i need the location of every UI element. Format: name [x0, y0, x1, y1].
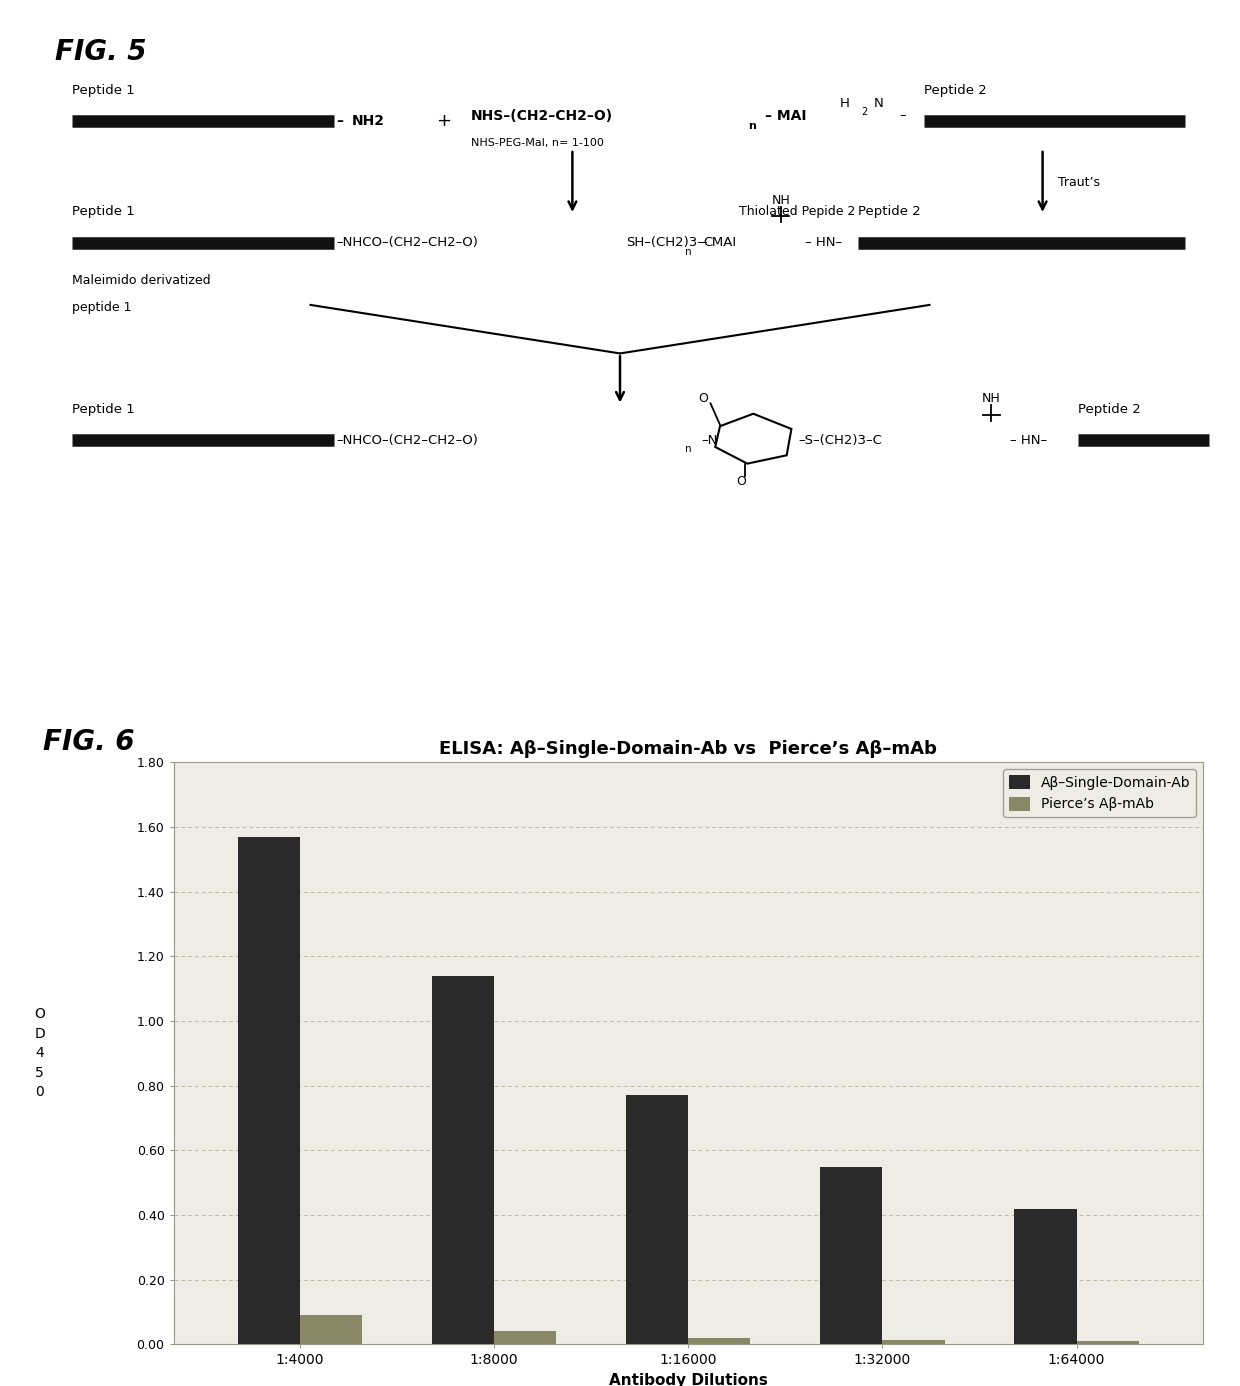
Bar	[494, 1332, 557, 1344]
Bar	[1014, 1209, 1076, 1344]
Text: Traut’s: Traut’s	[1058, 176, 1100, 188]
Text: Peptide 2: Peptide 2	[924, 85, 986, 97]
Text: –: –	[337, 114, 343, 129]
Text: 2: 2	[862, 107, 868, 118]
Text: NHS-PEG-Mal, n= 1-100: NHS-PEG-Mal, n= 1-100	[471, 139, 604, 148]
Bar	[1076, 1342, 1138, 1344]
Text: Peptide 1: Peptide 1	[72, 205, 135, 219]
Text: O: O	[698, 392, 708, 405]
Text: – MAI: – MAI	[765, 108, 807, 123]
Text: n: n	[686, 247, 692, 256]
Bar	[300, 1315, 362, 1344]
Bar	[883, 1339, 945, 1344]
Text: n: n	[686, 444, 692, 455]
Text: –NHCO–(CH2–CH2–O): –NHCO–(CH2–CH2–O)	[337, 236, 479, 249]
Text: n: n	[749, 121, 756, 132]
Text: SH–(CH2)3–C: SH–(CH2)3–C	[626, 236, 713, 249]
Text: NHS–(CH2–CH2–O): NHS–(CH2–CH2–O)	[471, 108, 614, 123]
Bar	[688, 1337, 750, 1344]
Text: –N: –N	[701, 434, 717, 446]
Text: N: N	[873, 97, 883, 111]
Text: FIG. 5: FIG. 5	[55, 39, 146, 67]
Text: –NHCO–(CH2–CH2–O): –NHCO–(CH2–CH2–O)	[337, 434, 479, 446]
Bar	[238, 837, 300, 1344]
Bar	[432, 976, 494, 1344]
Text: Peptide 2: Peptide 2	[1079, 403, 1141, 416]
Text: NH: NH	[982, 392, 1001, 405]
Title: ELISA: Aβ–Single-Domain-Ab vs  Pierce’s Aβ–mAb: ELISA: Aβ–Single-Domain-Ab vs Pierce’s A…	[439, 740, 937, 758]
Text: Peptide 1: Peptide 1	[72, 403, 135, 416]
Text: H: H	[841, 97, 851, 111]
Legend: Aβ–Single-Domain-Ab, Pierce’s Aβ-mAb: Aβ–Single-Domain-Ab, Pierce’s Aβ-mAb	[1003, 769, 1195, 816]
Text: peptide 1: peptide 1	[72, 301, 131, 315]
Text: – HN–: – HN–	[1011, 434, 1048, 446]
Text: Peptide 1: Peptide 1	[72, 85, 135, 97]
Text: Thiolated Pepide 2: Thiolated Pepide 2	[739, 205, 856, 219]
Text: +: +	[436, 112, 451, 130]
Bar	[626, 1095, 688, 1344]
Text: Maleimido derivatized: Maleimido derivatized	[72, 274, 211, 287]
Text: –: –	[900, 109, 906, 122]
Text: Peptide 2: Peptide 2	[858, 205, 921, 219]
Text: FIG. 6: FIG. 6	[43, 728, 135, 755]
X-axis label: Antibody Dilutions: Antibody Dilutions	[609, 1374, 768, 1386]
Text: – HN–: – HN–	[805, 236, 842, 249]
Text: O: O	[737, 475, 746, 488]
Text: NH: NH	[771, 194, 790, 207]
Bar	[820, 1167, 883, 1344]
Text: – MAI: – MAI	[701, 236, 737, 249]
Text: O
D
4
5
0: O D 4 5 0	[35, 1008, 45, 1099]
Text: NH2: NH2	[352, 114, 386, 129]
Text: –S–(CH2)3–C: –S–(CH2)3–C	[799, 434, 883, 446]
